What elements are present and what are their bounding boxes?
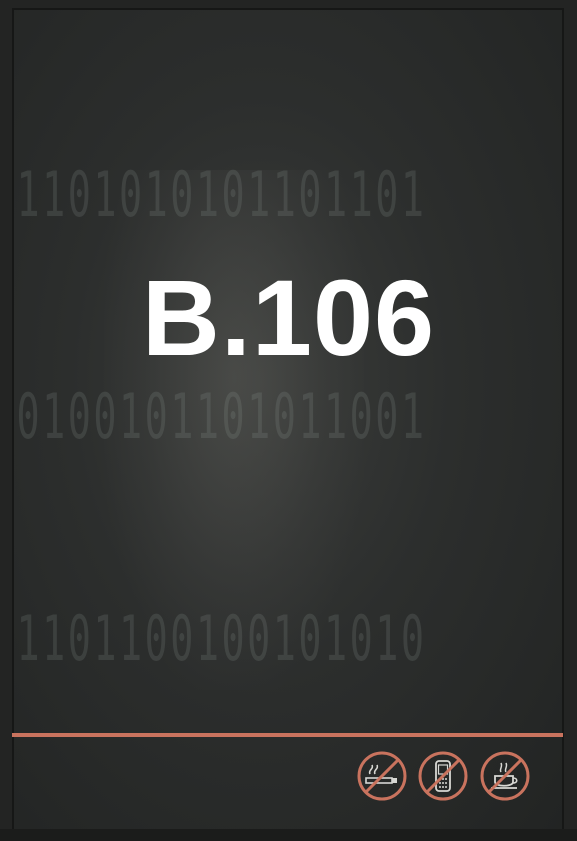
binary-background-pattern: 1101010101101101 0100101101011001 110110… [14,10,427,834]
no-smoking-icon [356,750,408,802]
binary-row: 0100101101011001 [16,380,427,453]
binary-row: 1101100100101010 [16,602,427,675]
sign-panel: 1101010101101101 0100101101011001 110110… [12,8,564,836]
no-mobile-phone-icon [417,750,469,802]
no-food-drink-icon [479,750,531,802]
accent-line [12,733,563,737]
room-number: B.106 [141,257,436,378]
sign-bottom-edge [0,829,577,841]
binary-row: 1101010101101101 [16,158,427,231]
